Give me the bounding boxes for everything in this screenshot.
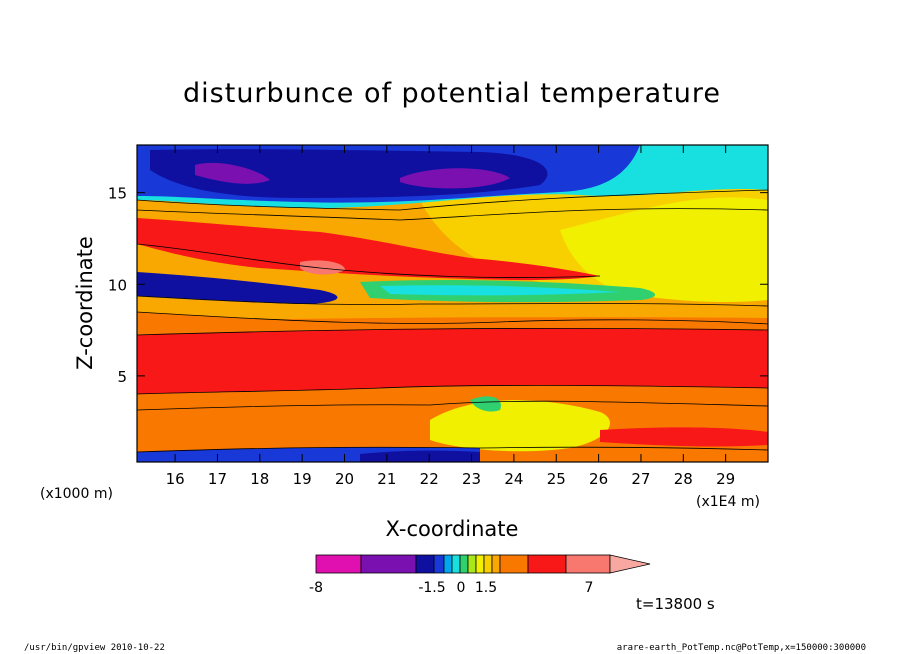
x-tick-label: 16	[166, 470, 185, 488]
contour-lines	[137, 189, 768, 453]
colorbar-label-max: 7	[585, 580, 594, 596]
colorbar-swatch	[360, 554, 417, 574]
colorbar-swatch	[415, 554, 435, 574]
band-red-bottom	[600, 427, 768, 447]
x-tick-label: 26	[589, 470, 608, 488]
band-purple-left	[195, 162, 270, 184]
y-tick-label: 5	[117, 368, 127, 386]
x-tick-label: 25	[547, 470, 566, 488]
colorbar-swatch	[451, 554, 461, 574]
x-tick-label: 20	[335, 470, 354, 488]
x-tick-label: 24	[504, 470, 523, 488]
x-tick-label: 28	[674, 470, 693, 488]
x-tick-label: 17	[208, 470, 227, 488]
footer-left: /usr/bin/gpview 2010-10-22	[24, 643, 165, 653]
x-tick-label: 19	[293, 470, 312, 488]
colorbar-swatch	[565, 554, 611, 574]
band-orange-thin	[137, 317, 768, 335]
x-tick-label: 27	[631, 470, 650, 488]
y-tick-label: 10	[108, 276, 127, 294]
colorbar-swatch	[443, 554, 453, 574]
colorbar-swatch	[499, 554, 529, 574]
plot-area	[137, 145, 768, 462]
band-green-lower	[470, 396, 501, 412]
colorbar-swatch	[315, 554, 362, 574]
x-unit-right: (x1E4 m)	[696, 494, 760, 510]
colorbar-label-zero: 0	[457, 580, 466, 596]
colorbar	[315, 554, 651, 574]
y-tick-label: 15	[108, 185, 127, 203]
band-navy-mid	[137, 272, 338, 304]
colorbar-swatch	[467, 554, 477, 574]
band-cyan-mid	[380, 285, 620, 296]
colorbar-label-min: -8	[309, 580, 323, 596]
y-axis-label: Z-coordinate	[73, 236, 97, 370]
band-yellow	[560, 197, 768, 303]
plot-frame	[136, 144, 769, 463]
band-yellow-lower	[430, 400, 610, 452]
colorbar-swatch	[491, 554, 501, 574]
x-tick-label: 22	[420, 470, 439, 488]
colorbar-max-arrow	[609, 554, 651, 574]
colorbar-swatch	[483, 554, 493, 574]
band-pink-upper	[300, 260, 345, 275]
band-navy-bottom	[360, 450, 480, 462]
band-red-lower	[137, 328, 768, 394]
y-axis-ticks: 5 10 15	[108, 185, 768, 386]
chart-title: disturbunce of potential temperature	[183, 78, 721, 109]
colorbar-swatch	[459, 554, 469, 574]
x-axis-ticks: 16 17 18 19 20 21 22 23 24 25 26 27 28 29	[166, 145, 735, 488]
x-tick-label: 29	[716, 470, 735, 488]
x-tick-label: 23	[462, 470, 481, 488]
colorbar-swatch	[475, 554, 485, 574]
x-tick-label: 18	[250, 470, 269, 488]
band-red-upper	[137, 218, 600, 280]
footer-right: arare-earth_PotTemp.nc@PotTemp,x=150000:…	[617, 643, 866, 653]
colorbar-swatch	[433, 554, 445, 574]
colorbar-swatch	[527, 554, 567, 574]
x-unit-left: (x1000 m)	[40, 486, 113, 502]
time-label: t=13800 s	[636, 595, 715, 613]
x-tick-label: 21	[377, 470, 396, 488]
x-axis-label: X-coordinate	[386, 517, 519, 541]
band-purple-right	[400, 168, 510, 189]
colorbar-labels: -8 -1.5 0 1.5 7	[309, 580, 593, 596]
colorbar-label-neg: -1.5	[418, 580, 445, 596]
colorbar-label-pos: 1.5	[475, 580, 497, 596]
